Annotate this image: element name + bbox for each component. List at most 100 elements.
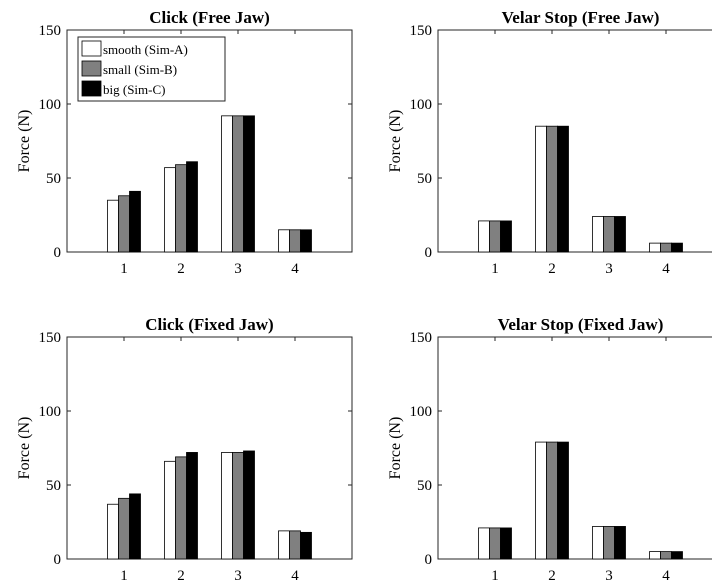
- bar-series-2-cat-2: [546, 125, 558, 253]
- bar-series-3-cat-1: [129, 493, 141, 560]
- bar-series-3-cat-3: [243, 450, 255, 560]
- bar-series-2-cat-3: [232, 452, 244, 560]
- x-tick-label: 1: [491, 261, 499, 277]
- bar-series-1-cat-3: [221, 452, 233, 560]
- bar-series-1-cat-2: [535, 125, 547, 253]
- y-tick-label: 150: [39, 23, 62, 39]
- bar-series-1-cat-1: [478, 220, 490, 253]
- x-tick-label: 3: [605, 568, 613, 584]
- bar-series-2-cat-3: [232, 115, 244, 253]
- legend-box: [77, 36, 226, 102]
- legend-swatch-2: [81, 60, 102, 77]
- bar-series-1-cat-4: [278, 530, 290, 560]
- x-tick-label: 4: [291, 568, 299, 584]
- bar-series-3-cat-4: [300, 229, 312, 253]
- chart-title: Velar Stop (Fixed Jaw): [498, 315, 664, 334]
- bar-series-2-cat-1: [489, 527, 501, 560]
- bar-series-2-cat-2: [546, 441, 558, 560]
- x-tick-label: 4: [662, 261, 670, 277]
- bar-series-2-cat-4: [289, 530, 301, 560]
- bar-series-3-cat-1: [129, 190, 141, 253]
- y-axis-label: Force (N): [387, 417, 404, 480]
- plot-frame: [66, 336, 353, 560]
- y-tick-label: 150: [410, 23, 433, 39]
- bar-series-1-cat-4: [649, 242, 661, 253]
- bar-series-3-cat-2: [186, 452, 198, 560]
- chart-legend: smooth (Sim-A) small (Sim-B) big (Sim-C): [77, 36, 226, 102]
- bar-series-1-cat-2: [164, 460, 176, 560]
- y-tick-label: 0: [54, 245, 62, 261]
- y-tick-label: 50: [46, 171, 61, 187]
- chart-panel-1: Click (Free Jaw) Force (N) 0 50 100 150 1 2 3 4 sm…: [16, 8, 353, 277]
- bar-series-2-cat-2: [175, 164, 187, 253]
- bar-series-1-cat-3: [592, 526, 604, 560]
- legend-label-2: small (Sim-B): [103, 62, 177, 77]
- bar-series-2-cat-1: [489, 220, 501, 253]
- bar-series-2-cat-1: [118, 195, 130, 253]
- y-tick-label: 0: [54, 552, 62, 568]
- x-tick-label: 1: [120, 261, 128, 277]
- bar-series-2-cat-1: [118, 497, 130, 560]
- x-tick-label: 4: [291, 261, 299, 277]
- chart-title: Click (Fixed Jaw): [145, 315, 273, 334]
- bar-series-1-cat-4: [278, 229, 290, 253]
- y-tick-label: 0: [425, 552, 433, 568]
- bar-series-3-cat-4: [300, 531, 312, 560]
- bar-series-1-cat-1: [478, 527, 490, 560]
- chart-panel-3: Click (Fixed Jaw) Force (N) 0 50 100 150 1 2 3 4: [16, 315, 353, 584]
- y-tick-label: 50: [46, 478, 61, 494]
- x-tick-label: 2: [177, 568, 185, 584]
- y-tick-label: 100: [410, 404, 433, 420]
- y-tick-label: 150: [410, 330, 433, 346]
- bar-series-3-cat-4: [671, 551, 683, 560]
- chart-title: Click (Free Jaw): [149, 8, 270, 27]
- bar-series-3-cat-2: [186, 161, 198, 253]
- bar-series-1-cat-3: [592, 216, 604, 253]
- chart-panel-2: Velar Stop (Free Jaw) Force (N) 0 50 100 150 1…: [387, 8, 712, 277]
- x-tick-label: 3: [234, 261, 242, 277]
- legend-label-1: smooth (Sim-A): [103, 42, 188, 57]
- y-tick-label: 100: [410, 97, 433, 113]
- bar-series-1-cat-3: [221, 115, 233, 253]
- bar-series-2-cat-4: [660, 551, 672, 560]
- y-axis-label: Force (N): [16, 110, 33, 173]
- x-tick-label: 3: [234, 568, 242, 584]
- bar-series-2-cat-2: [175, 456, 187, 560]
- chart-title: Velar Stop (Free Jaw): [502, 8, 660, 27]
- bar-series-3-cat-3: [614, 526, 626, 560]
- bar-series-3-cat-4: [671, 242, 683, 253]
- y-tick-label: 0: [425, 245, 433, 261]
- bar-series-3-cat-1: [500, 220, 512, 253]
- bar-series-2-cat-4: [289, 229, 301, 253]
- bar-series-1-cat-1: [107, 199, 119, 253]
- x-tick-label: 1: [120, 568, 128, 584]
- x-tick-label: 4: [662, 568, 670, 584]
- bar-series-3-cat-1: [500, 527, 512, 560]
- bar-series-1-cat-4: [649, 551, 661, 560]
- bar-series-2-cat-3: [603, 526, 615, 560]
- y-tick-label: 50: [417, 478, 432, 494]
- x-tick-label: 2: [548, 261, 556, 277]
- bar-series-3-cat-3: [614, 216, 626, 253]
- chart-panel-4: Velar Stop (Fixed Jaw) Force (N) 0 50 100 150…: [387, 315, 712, 584]
- plot-frame: [437, 29, 712, 253]
- y-tick-label: 150: [39, 330, 62, 346]
- x-tick-label: 2: [548, 568, 556, 584]
- bar-series-2-cat-4: [660, 242, 672, 253]
- legend-swatch-3: [81, 80, 102, 97]
- bar-series-1-cat-1: [107, 503, 119, 560]
- legend-label-3: big (Sim-C): [103, 82, 165, 97]
- y-axis-label: Force (N): [387, 110, 404, 173]
- plot-frame: [66, 29, 353, 253]
- y-axis-label: Force (N): [16, 417, 33, 480]
- bar-series-3-cat-2: [557, 125, 569, 253]
- y-tick-label: 50: [417, 171, 432, 187]
- bar-series-2-cat-3: [603, 216, 615, 253]
- x-tick-label: 2: [177, 261, 185, 277]
- bar-series-1-cat-2: [164, 167, 176, 253]
- x-tick-label: 1: [491, 568, 499, 584]
- bar-series-1-cat-2: [535, 441, 547, 560]
- plot-frame: [437, 336, 712, 560]
- y-tick-label: 100: [39, 404, 62, 420]
